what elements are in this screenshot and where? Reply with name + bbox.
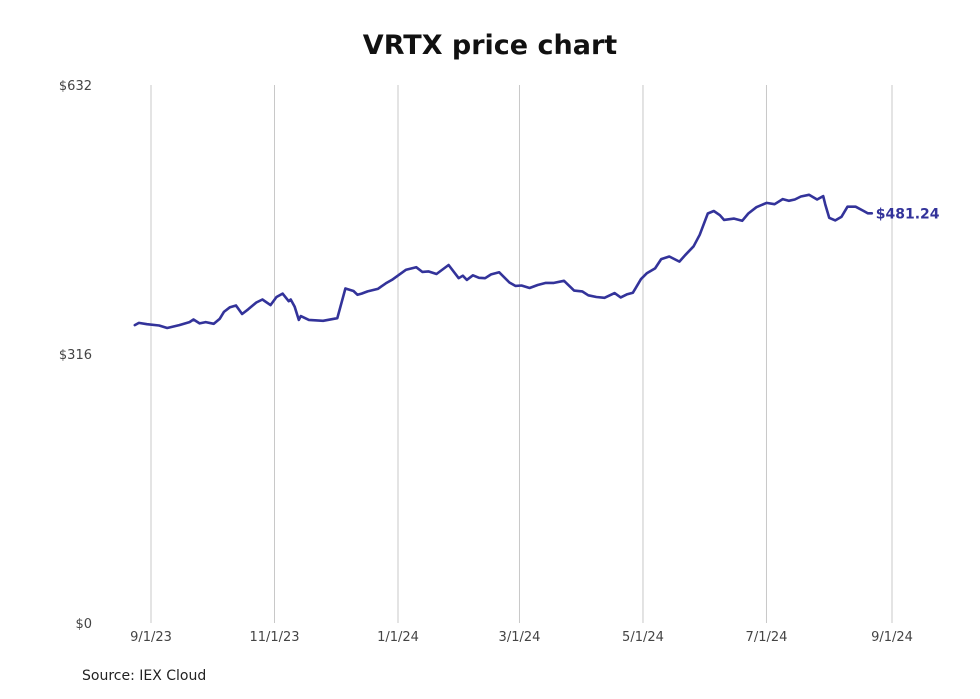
price-line	[133, 193, 874, 330]
last-price-label: $481.24	[876, 206, 940, 222]
y-tick-label: $316	[59, 348, 92, 363]
y-tick-label: $632	[59, 79, 92, 94]
x-tick-label: 1/1/24	[377, 630, 419, 645]
x-tick-label: 9/1/24	[871, 630, 913, 645]
x-tick-label: 7/1/24	[746, 630, 788, 645]
x-tick-label: 9/1/23	[130, 630, 172, 645]
x-tick-label: 3/1/24	[499, 630, 541, 645]
x-tick-label: 5/1/24	[622, 630, 664, 645]
chart-source: Source: IEX Cloud	[82, 668, 207, 684]
chart-title: VRTX price chart	[362, 30, 618, 61]
y-tick-label: $0	[75, 617, 92, 632]
x-tick-label: 11/1/23	[249, 630, 299, 645]
